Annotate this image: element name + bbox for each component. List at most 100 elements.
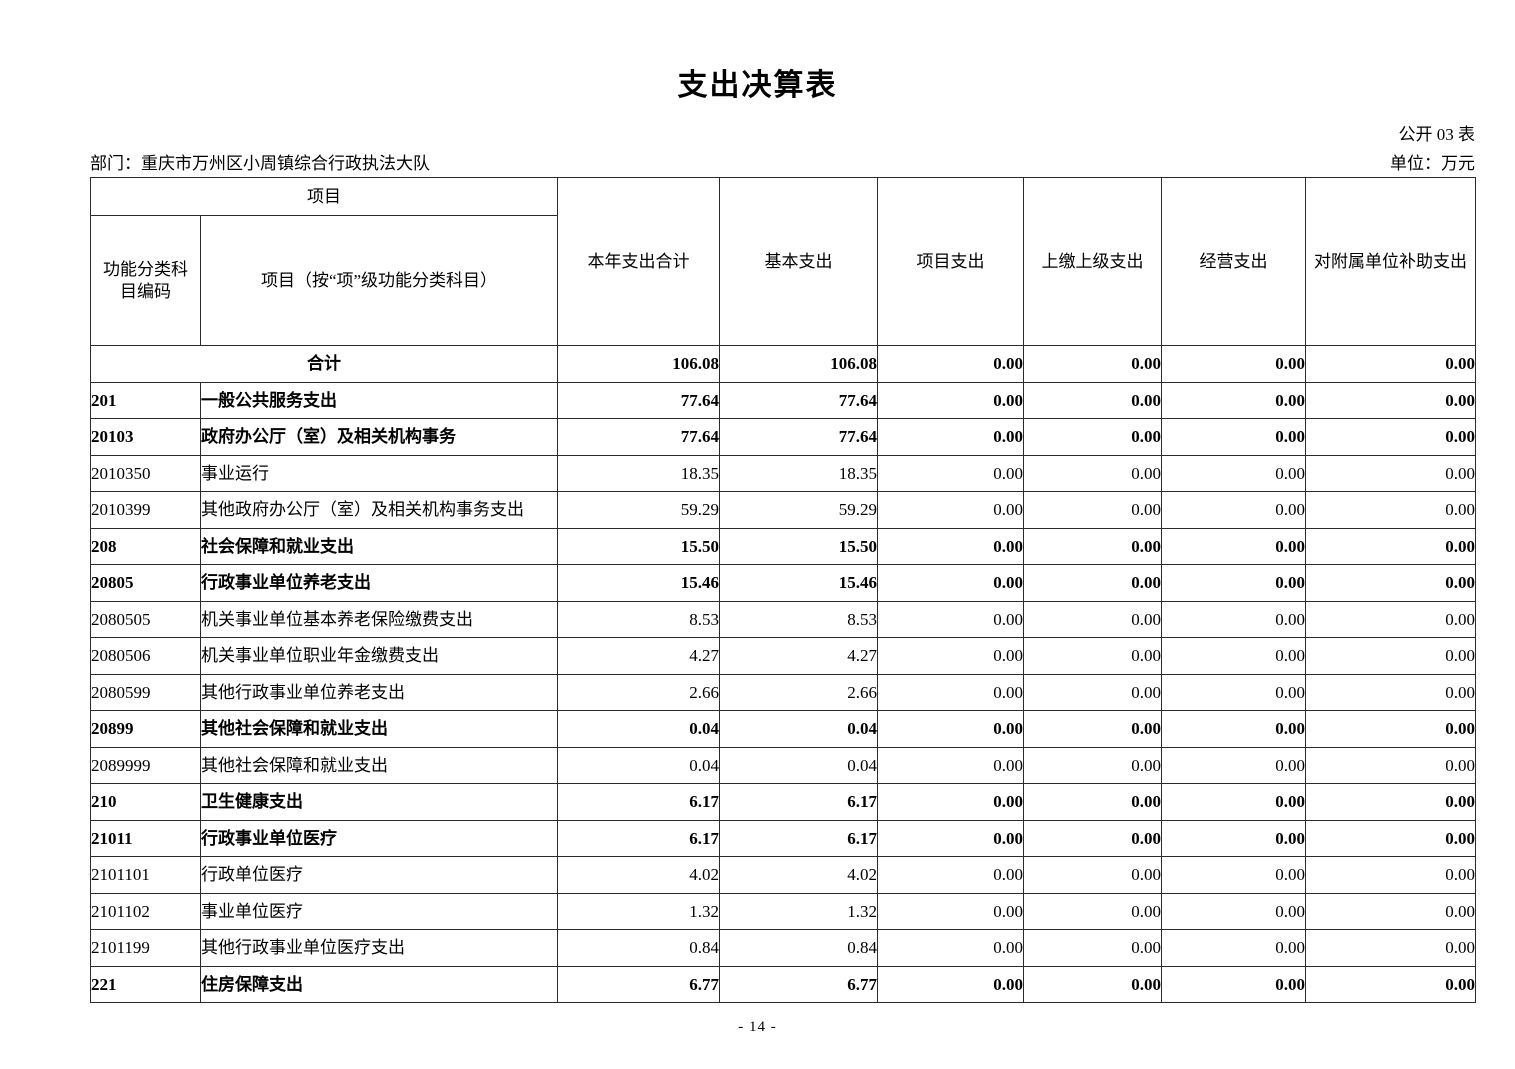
value-cell: 0.04 xyxy=(557,710,720,748)
value-cell: 0.00 xyxy=(877,783,1024,821)
code-cell: 2010399 xyxy=(90,491,201,529)
value-cell: 0.00 xyxy=(877,564,1024,602)
value-cell: 0.00 xyxy=(1305,637,1476,675)
value-cell: 15.50 xyxy=(719,527,878,565)
value-cell: 77.64 xyxy=(557,381,720,419)
project-name-cell: 住房保障支出 xyxy=(200,965,558,1003)
value-cell: 59.29 xyxy=(557,491,720,529)
value-cell: 0.00 xyxy=(1023,783,1162,821)
value-cell: 0.04 xyxy=(557,746,720,784)
code-cell: 2101199 xyxy=(90,929,201,967)
project-name-cell: 社会保障和就业支出 xyxy=(200,527,558,565)
value-cell: 0.00 xyxy=(1305,746,1476,784)
value-cell: 0.84 xyxy=(719,929,878,967)
column-header-project-name: 项目（按“项”级功能分类科目） xyxy=(200,215,558,346)
table-row: 2101199 其他行政事业单位医疗支出 0.84 0.84 0.00 0.00 0.00 0… xyxy=(90,929,1476,967)
value-cell: 77.64 xyxy=(719,381,878,419)
code-cell: 20899 xyxy=(90,710,201,748)
value-cell: 15.50 xyxy=(557,527,720,565)
value-cell: 0.00 xyxy=(877,418,1024,456)
value-cell: 0.00 xyxy=(1023,746,1162,784)
value-cell: 0.00 xyxy=(1161,965,1306,1003)
value-cell: 6.17 xyxy=(557,783,720,821)
code-cell: 2080599 xyxy=(90,673,201,711)
value-cell: 6.17 xyxy=(719,783,878,821)
code-cell: 201 xyxy=(90,381,201,419)
value-cell: 0.00 xyxy=(1023,345,1162,383)
table-code-label: 公开 03 表 xyxy=(1398,125,1476,144)
value-cell: 0.00 xyxy=(1305,710,1476,748)
value-cell: 0.00 xyxy=(1023,381,1162,419)
value-cell: 1.32 xyxy=(557,892,720,930)
value-cell: 0.00 xyxy=(1023,856,1162,894)
value-cell: 0.00 xyxy=(1023,527,1162,565)
value-cell: 0.00 xyxy=(1305,856,1476,894)
table-row: 2010350 事业运行 18.35 18.35 0.00 0.00 0.00 0.00 xyxy=(90,454,1476,492)
table-row: 201 一般公共服务支出 77.64 77.64 0.00 0.00 0.00 0.00 xyxy=(90,381,1476,419)
table-row: 20899 其他社会保障和就业支出 0.04 0.04 0.00 0.00 0.00 0.00 xyxy=(90,710,1476,748)
project-name-cell: 政府办公厅（室）及相关机构事务 xyxy=(200,418,558,456)
value-cell: 6.77 xyxy=(719,965,878,1003)
project-name-cell: 行政事业单位养老支出 xyxy=(200,564,558,602)
value-cell: 0.00 xyxy=(1161,856,1306,894)
value-cell: 0.00 xyxy=(877,491,1024,529)
value-cell: 4.02 xyxy=(719,856,878,894)
code-cell: 2101102 xyxy=(90,892,201,930)
value-cell: 2.66 xyxy=(719,673,878,711)
value-cell: 0.00 xyxy=(1023,600,1162,638)
value-cell: 8.53 xyxy=(719,600,878,638)
table-row: 2101102 事业单位医疗 1.32 1.32 0.00 0.00 0.00 0.00 xyxy=(90,892,1476,930)
project-name-cell: 其他社会保障和就业支出 xyxy=(200,710,558,748)
value-cell: 0.00 xyxy=(1161,673,1306,711)
value-cell: 77.64 xyxy=(557,418,720,456)
value-cell: 0.00 xyxy=(877,345,1024,383)
value-cell: 18.35 xyxy=(557,454,720,492)
value-cell: 0.00 xyxy=(1161,710,1306,748)
header-row-sub: 功能分类科目编码 项目（按“项”级功能分类科目） xyxy=(90,215,1476,346)
value-cell: 0.00 xyxy=(877,381,1024,419)
value-cell: 15.46 xyxy=(719,564,878,602)
table-row: 221 住房保障支出 6.77 6.77 0.00 0.00 0.00 0.00 xyxy=(90,965,1476,1003)
value-cell: 0.00 xyxy=(1023,564,1162,602)
value-cell: 0.00 xyxy=(1305,454,1476,492)
table-body: 合计 106.08 106.08 0.00 0.00 0.00 0.00 201 一般公共服务支… xyxy=(90,345,1476,1003)
table-row: 20103 政府办公厅（室）及相关机构事务 77.64 77.64 0.00 0.00 0.… xyxy=(90,418,1476,456)
table-row: 2080505 机关事业单位基本养老保险缴费支出 8.53 8.53 0.00 0.00 0… xyxy=(90,600,1476,638)
value-cell: 0.00 xyxy=(1161,527,1306,565)
value-cell: 0.00 xyxy=(1161,564,1306,602)
value-cell: 0.00 xyxy=(877,892,1024,930)
meta-row: 部门：重庆市万州区小周镇综合行政执法大队 单位：万元 xyxy=(90,149,1475,174)
column-header-basic: 基本支出 xyxy=(719,177,878,346)
value-cell: 8.53 xyxy=(557,600,720,638)
column-header-subsidy: 对附属单位补助支出 xyxy=(1305,177,1476,346)
value-cell: 0.00 xyxy=(1161,929,1306,967)
value-cell: 0.00 xyxy=(1023,491,1162,529)
value-cell: 0.00 xyxy=(1305,600,1476,638)
value-cell: 0.00 xyxy=(1161,746,1306,784)
project-name-cell: 其他行政事业单位养老支出 xyxy=(200,673,558,711)
column-header-upper-level: 上缴上级支出 xyxy=(1023,177,1162,346)
project-name-cell: 事业运行 xyxy=(200,454,558,492)
column-header-project-expense: 项目支出 xyxy=(877,177,1024,346)
value-cell: 0.00 xyxy=(1161,454,1306,492)
value-cell: 77.64 xyxy=(719,418,878,456)
value-cell: 0.00 xyxy=(877,746,1024,784)
column-header-project-group: 项目 xyxy=(90,177,558,216)
value-cell: 0.00 xyxy=(1305,819,1476,857)
value-cell: 1.32 xyxy=(719,892,878,930)
value-cell: 0.00 xyxy=(1023,929,1162,967)
value-cell: 106.08 xyxy=(719,345,878,383)
table-row: 2101101 行政单位医疗 4.02 4.02 0.00 0.00 0.00 0.00 xyxy=(90,856,1476,894)
project-name-cell: 其他政府办公厅（室）及相关机构事务支出 xyxy=(200,491,558,529)
value-cell: 0.00 xyxy=(1161,637,1306,675)
value-cell: 6.77 xyxy=(557,965,720,1003)
column-header-operating: 经营支出 xyxy=(1161,177,1306,346)
table-row: 2080599 其他行政事业单位养老支出 2.66 2.66 0.00 0.00 0.00 0… xyxy=(90,673,1476,711)
value-cell: 0.00 xyxy=(1023,710,1162,748)
code-cell: 2010350 xyxy=(90,454,201,492)
project-name-cell: 卫生健康支出 xyxy=(200,783,558,821)
project-name-cell: 其他行政事业单位医疗支出 xyxy=(200,929,558,967)
value-cell: 0.00 xyxy=(877,454,1024,492)
value-cell: 0.00 xyxy=(1305,783,1476,821)
project-name-cell: 一般公共服务支出 xyxy=(200,381,558,419)
